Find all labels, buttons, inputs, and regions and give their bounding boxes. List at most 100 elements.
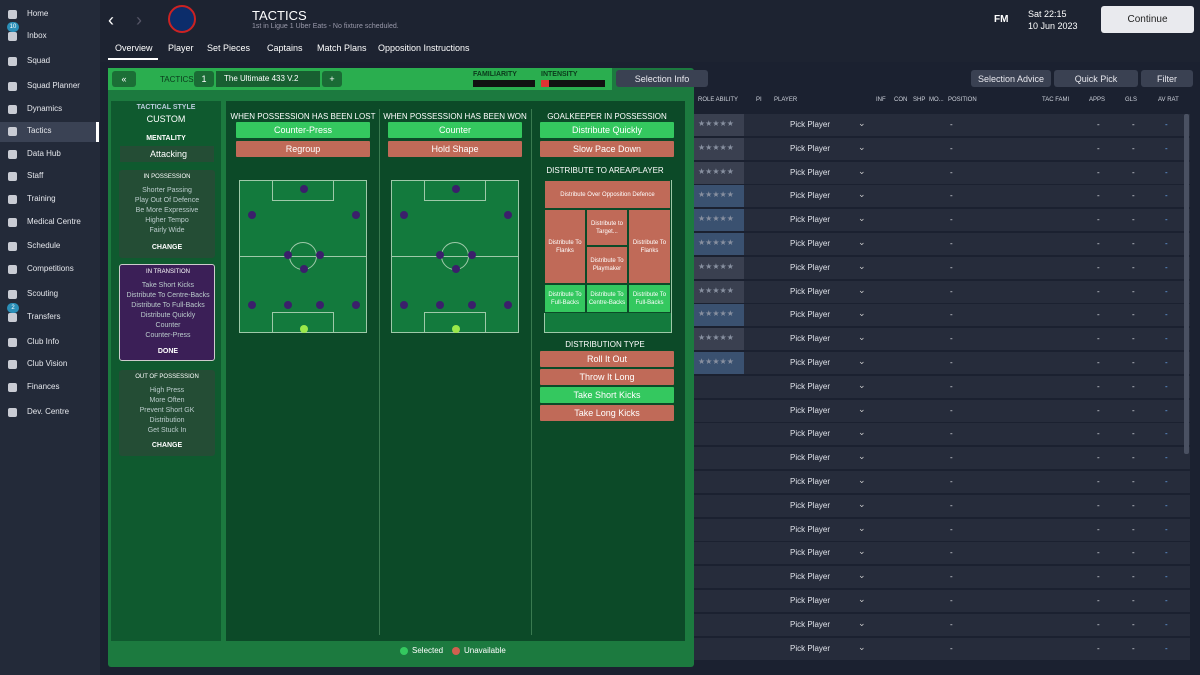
pick-player[interactable]: Pick Player [790, 596, 831, 605]
column-header[interactable]: ROLE ABILITY [698, 97, 739, 103]
column-header[interactable]: TAC FAMI [1042, 97, 1070, 103]
option[interactable]: Hold Shape [388, 141, 522, 157]
pick-player[interactable]: Pick Player [790, 215, 831, 225]
column-header[interactable]: PI [756, 97, 762, 103]
pick-player[interactable]: Pick Player [790, 453, 831, 463]
distribution-cell[interactable]: Distribute To Centre-Backs [586, 284, 628, 313]
pick-player[interactable]: Pick Player [790, 334, 831, 344]
nav-item[interactable]: Staff [27, 171, 44, 180]
tab[interactable]: Match Plans [317, 43, 367, 53]
nav-item[interactable]: Club Vision [27, 359, 68, 368]
option[interactable]: Take Long Kicks [540, 405, 674, 421]
column-header[interactable]: GLS [1125, 97, 1138, 103]
tab[interactable]: Captains [267, 43, 303, 53]
phase-button[interactable]: CHANGE [151, 244, 183, 251]
column-header[interactable]: SHP [913, 97, 926, 103]
nav-item[interactable]: Club Info [27, 337, 60, 346]
column-header[interactable]: AV RAT [1158, 97, 1179, 103]
option[interactable]: Counter-Press [236, 122, 370, 138]
nav-item[interactable]: Home [27, 9, 49, 18]
collapse-button[interactable]: « [112, 71, 136, 87]
pick-player[interactable]: Pick Player [790, 286, 831, 296]
option[interactable]: Take Short Kicks [540, 387, 674, 403]
nav-item[interactable]: Inbox [27, 31, 47, 40]
pick-player[interactable]: Pick Player [790, 381, 831, 391]
pick-player[interactable]: Pick Player [790, 500, 831, 510]
nav-item[interactable]: Squad Planner [27, 81, 80, 90]
nav-item[interactable]: Squad [27, 56, 51, 65]
pick-player[interactable]: Pick Player [790, 239, 831, 248]
cell-value: - [1132, 167, 1135, 177]
filter[interactable]: Filter [1141, 70, 1193, 87]
nav-item[interactable]: Dev. Centre [27, 407, 70, 416]
pick-player[interactable]: Pick Player [790, 405, 831, 415]
pick-player[interactable]: Pick Player [790, 572, 831, 582]
nav-item[interactable]: Training [27, 194, 56, 203]
pick-player[interactable]: Pick Player [790, 477, 831, 486]
continue-button[interactable]: Continue [1101, 6, 1194, 33]
distribution-cell[interactable]: Distribute To Playmaker [586, 246, 628, 284]
stars: ★★★★★ [698, 261, 734, 271]
tab[interactable]: Set Pieces [207, 43, 251, 53]
phase-button[interactable]: CHANGE [151, 442, 183, 449]
nav-item[interactable]: Schedule [27, 241, 61, 250]
distribution-cell[interactable]: Distribute To Full-Backs [544, 284, 586, 313]
forward-arrow[interactable]: › [136, 10, 142, 30]
distribution-cell[interactable]: Distribute to Target... [586, 209, 628, 246]
pick-player[interactable]: Pick Player [790, 310, 831, 320]
nav-item[interactable]: Transfers [27, 312, 61, 321]
nav-item[interactable]: Competitions [27, 264, 74, 273]
cell-value: - [950, 381, 953, 391]
pick-player[interactable]: Pick Player [790, 524, 831, 534]
mentality-value[interactable]: Attacking [120, 146, 214, 162]
option[interactable]: Counter [388, 122, 522, 138]
tab[interactable]: Player [168, 43, 194, 53]
option[interactable]: Regroup [236, 141, 370, 157]
column-header[interactable]: INF [876, 97, 886, 103]
quick-pick[interactable]: Quick Pick [1054, 70, 1138, 87]
distribution-cell[interactable]: Distribute Over Opposition Defence [544, 180, 671, 209]
pick-player[interactable]: Pick Player [790, 143, 831, 153]
nav-item[interactable]: Medical Centre [27, 217, 81, 226]
cell-value: - [1097, 572, 1100, 582]
column-header[interactable]: CON [894, 97, 908, 103]
option[interactable]: Roll It Out [540, 351, 674, 367]
pick-player[interactable]: Pick Player [790, 120, 831, 129]
nav-item[interactable]: Dynamics [27, 104, 63, 113]
column-header[interactable]: MO... [929, 97, 944, 103]
pick-player[interactable]: Pick Player [790, 429, 831, 439]
tactic-slot[interactable]: 1 [194, 71, 214, 87]
option[interactable]: Throw It Long [540, 369, 674, 385]
table-row [694, 494, 1190, 517]
selection-advice[interactable]: Selection Advice [971, 70, 1051, 87]
distribution-cell[interactable]: Distribute To Full-Backs [628, 284, 671, 313]
cell-value: - [1165, 120, 1168, 129]
selection-info[interactable]: Selection Info [616, 70, 708, 87]
pick-player[interactable]: Pick Player [790, 548, 831, 558]
nav-item[interactable]: Tactics [27, 126, 52, 135]
pick-player[interactable]: Pick Player [790, 167, 831, 177]
tab[interactable]: Overview [115, 43, 153, 53]
column-title[interactable]: DISTRIBUTE TO AREA/PLAYER [546, 166, 664, 175]
nav-item[interactable]: Finances [27, 382, 60, 391]
nav-item[interactable]: Scouting [27, 289, 59, 298]
nav-item[interactable]: Data Hub [27, 149, 61, 158]
column-header[interactable]: POSITION [948, 97, 977, 103]
column-header[interactable]: APPS [1089, 97, 1106, 103]
pick-player[interactable]: Pick Player [790, 262, 831, 272]
pick-player[interactable]: Pick Player [790, 191, 831, 201]
tab[interactable]: Opposition Instructions [378, 43, 470, 53]
distribution-cell[interactable]: Distribute To Flanks [628, 209, 671, 284]
back-arrow[interactable]: ‹ [108, 10, 114, 30]
option[interactable]: Distribute Quickly [540, 122, 674, 138]
option[interactable]: Slow Pace Down [540, 141, 674, 157]
pick-player[interactable]: Pick Player [790, 619, 831, 629]
distribution-cell[interactable]: Distribute To Flanks [544, 209, 586, 284]
phase-item: Distribute To Full-Backs [131, 302, 205, 309]
tactic-name[interactable]: The Ultimate 433 V.2 [216, 71, 320, 87]
add-tactic[interactable]: + [322, 71, 342, 87]
pick-player[interactable]: Pick Player [790, 358, 831, 367]
pick-player[interactable]: Pick Player [790, 643, 831, 653]
phase-button[interactable]: DONE [157, 348, 179, 355]
column-header[interactable]: PLAYER [774, 97, 798, 103]
